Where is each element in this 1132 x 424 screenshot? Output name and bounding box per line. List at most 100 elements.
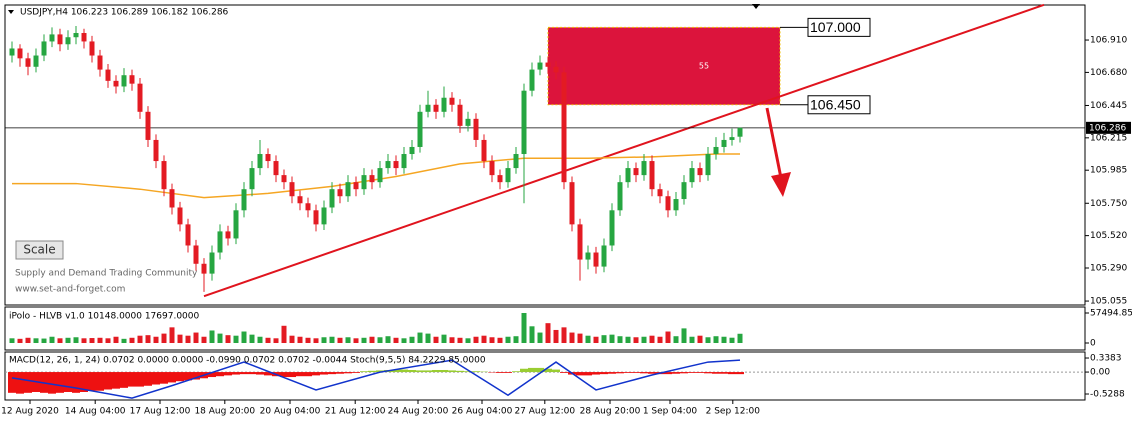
volume-bar [625, 336, 631, 344]
volume-bar [545, 323, 551, 344]
candle-body [25, 58, 31, 67]
macd-bar [376, 370, 384, 373]
y-tick-label: 0.00 [1090, 368, 1110, 378]
macd-bar [400, 369, 408, 373]
volume-bar [321, 337, 327, 344]
volume-bar [473, 336, 479, 344]
arrow-head [771, 172, 791, 197]
chart-title: USDJPY,H4 106.223 106.289 106.182 106.28… [20, 8, 229, 18]
y-tick-label: 105.985 [1090, 166, 1127, 176]
candle-body [449, 97, 455, 105]
macd-bar [720, 372, 728, 374]
macd-bar [56, 372, 64, 393]
candle-body [41, 41, 47, 56]
macd-bar [192, 372, 200, 380]
candle-body [633, 168, 639, 176]
volume-bar [73, 337, 79, 344]
volume-bar [401, 338, 407, 344]
candle-body [665, 196, 671, 211]
trendline [203, 3, 1045, 298]
volume-bar [137, 335, 143, 344]
volume-bar [9, 338, 15, 344]
candle-body [737, 127, 743, 137]
candle-body [89, 41, 95, 56]
candle-body [529, 69, 535, 91]
current-price-box [1086, 121, 1131, 134]
scale-button-label[interactable]: Scale [23, 243, 55, 257]
volume-bar [129, 337, 135, 344]
volume-bar [209, 330, 215, 344]
volume-bar [697, 335, 703, 344]
volume-bar [97, 337, 103, 344]
candle-body [721, 139, 727, 147]
volume-bar [537, 332, 543, 344]
volume-bar [185, 335, 191, 344]
volume-bar [561, 327, 567, 344]
volume-bar [193, 332, 199, 344]
volume-bar [41, 338, 47, 344]
candle-body [417, 111, 423, 147]
candle-body [233, 210, 239, 239]
macd-bar [512, 371, 520, 373]
candle-body [137, 83, 143, 112]
volume-bar [225, 335, 231, 344]
macd-bar [280, 372, 288, 378]
macd-bar [392, 369, 400, 373]
supply-zone [547, 26, 781, 106]
volume-bar [673, 336, 679, 344]
volume-bar [281, 325, 287, 344]
macd-bar [504, 372, 512, 373]
candle-body [657, 189, 663, 197]
candle-body [193, 245, 199, 264]
scale-button[interactable] [15, 240, 64, 260]
volume-bar [721, 336, 727, 344]
candle-body [409, 146, 415, 155]
macd-bar [528, 367, 536, 373]
macd-bar [240, 372, 248, 375]
macd-bar [600, 372, 608, 375]
macd-bar [736, 372, 744, 375]
volume-bar [441, 334, 447, 344]
candle-body [497, 175, 503, 183]
volume-bar [113, 336, 119, 344]
candle-body [513, 154, 519, 169]
y-tick-label: 106.445 [1090, 101, 1127, 111]
macd-bar [24, 372, 32, 393]
volume-bar [569, 332, 575, 344]
volume-bar [305, 337, 311, 344]
volume-bar [385, 336, 391, 344]
volume-bar [433, 336, 439, 344]
volume-bar [217, 333, 223, 344]
candle-body [481, 139, 487, 162]
macd-bar [208, 372, 216, 378]
y-tick-label: 106.910 [1090, 36, 1127, 46]
volume-bar [681, 328, 687, 344]
candle-body [161, 161, 167, 190]
volume-bar [345, 337, 351, 344]
macd-bar [16, 372, 24, 394]
volume-bar [81, 338, 87, 344]
volume-bar [417, 332, 423, 344]
volume-bar [153, 336, 159, 344]
macd-bar [288, 372, 296, 378]
x-tick-label: 21 Aug 12:00 [325, 407, 386, 417]
macd-bar [688, 372, 696, 373]
volume-bar [505, 336, 511, 344]
candle-body [145, 111, 151, 140]
candle-body [673, 199, 679, 211]
volume-bar [665, 331, 671, 344]
macd-bar [608, 372, 616, 374]
candle-body [369, 175, 375, 183]
macd-bar [8, 372, 16, 393]
volume-bar [329, 336, 335, 344]
macd-bar [416, 370, 424, 373]
macd-bar [696, 372, 704, 373]
candle-body [377, 168, 383, 183]
volume-bar [337, 337, 343, 344]
macd-bar [728, 372, 736, 375]
macd-bar [184, 372, 192, 381]
marks: 106.910 106.680 106.445 106.215 105.985 105.7… [1, 3, 1132, 417]
macd-bar [616, 372, 624, 374]
volume-bar [729, 337, 735, 344]
x-tick-label: 14 Aug 04:00 [65, 407, 126, 417]
